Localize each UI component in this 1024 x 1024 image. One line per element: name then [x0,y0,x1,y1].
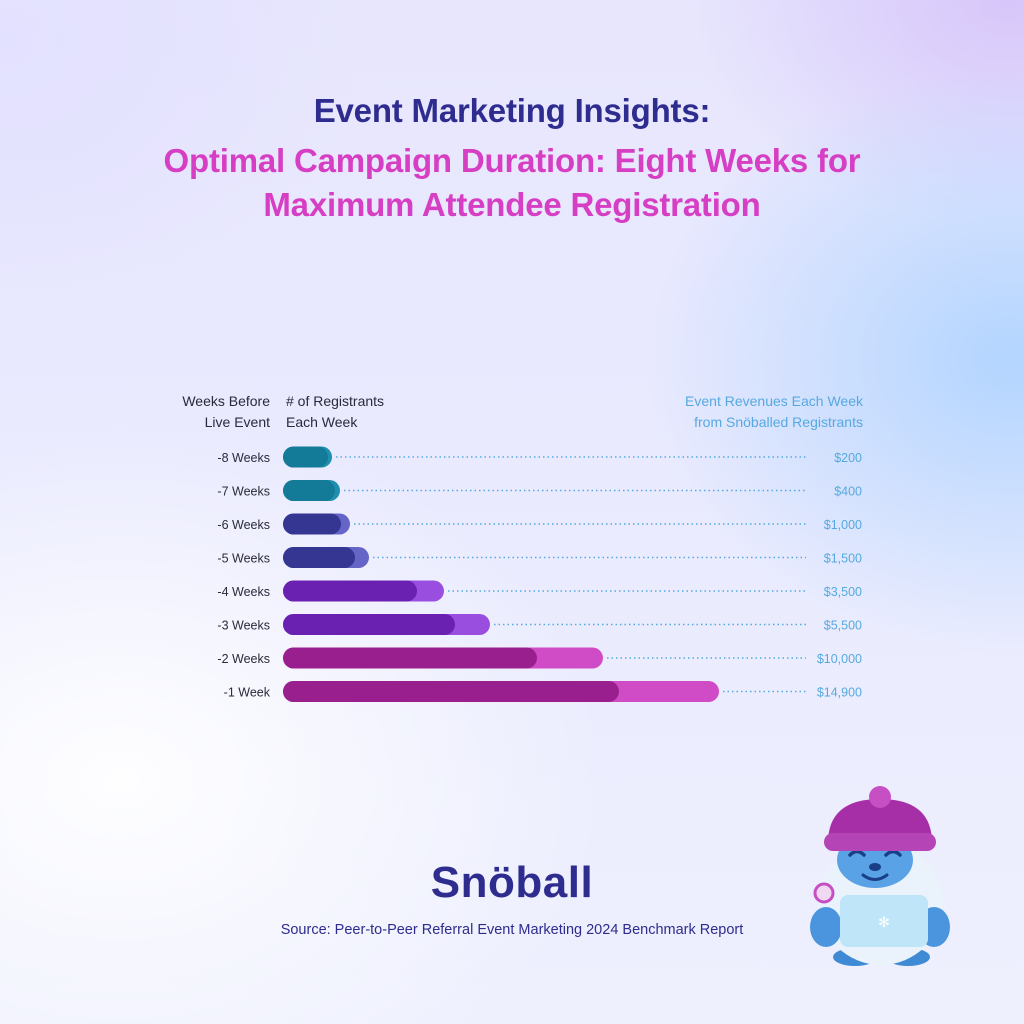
revenue-label: $1,000 [824,518,862,532]
bar-inner [283,480,335,501]
category-label: -6 Weeks [217,518,270,532]
bar-inner [283,580,417,602]
revenue-label: $3,500 [824,585,862,599]
revenue-label: $5,500 [824,619,862,633]
title-line-2: Optimal Campaign Duration: Eight Weeks f… [163,142,861,179]
header-weeks-line-2: Live Event [204,414,270,430]
title-line-3: Maximum Attendee Registration [263,186,761,223]
header-revenue-line-1: Event Revenues Each Week [685,393,863,409]
header-weeks-line-1: Weeks Before [182,393,270,409]
revenue-label: $14,900 [817,686,862,700]
revenue-label: $10,000 [817,652,862,666]
snoball-logo: Snöball [430,858,594,907]
bar-inner [283,681,619,702]
category-label: -4 Weeks [217,585,270,599]
header-revenue-line-2: from Snöballed Registrants [694,414,863,430]
bar-inner [283,513,341,535]
bar-inner [283,547,355,568]
category-label: -3 Weeks [217,619,270,633]
revenue-label: $1,500 [824,552,862,566]
yeti-mascot-icon: ✻ [810,786,950,966]
header-weeks-before: Weeks Before Live Event [150,391,270,433]
revenue-label: $200 [834,451,862,465]
svg-text:✻: ✻ [878,915,890,931]
category-label: -8 Weeks [217,451,270,465]
category-label: -5 Weeks [217,552,270,566]
category-label: -7 Weeks [217,485,270,499]
bar-inner [283,647,537,669]
header-registrants: # of Registrants Each Week [286,391,446,433]
revenue-label: $400 [834,485,862,499]
title-line-1: Event Marketing Insights: [313,92,711,129]
header-registrants-line-2: Each Week [286,414,358,430]
source-text: Source: Peer-to-Peer Referral Event Mark… [280,922,744,938]
header-registrants-line-1: # of Registrants [286,393,385,409]
category-label: -2 Weeks [217,652,270,666]
bar-inner [283,614,455,635]
bar-inner [283,446,328,468]
category-label: -1 Week [224,686,271,700]
header-revenue: Event Revenues Each Week from Snöballed … [630,391,863,433]
